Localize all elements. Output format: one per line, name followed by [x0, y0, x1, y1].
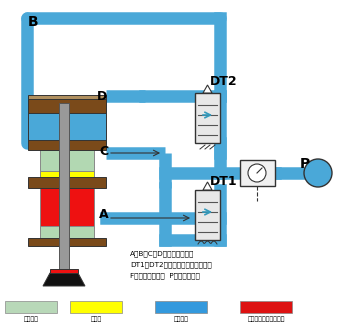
Bar: [70, 301, 122, 313]
Bar: [5, 301, 57, 313]
Text: 压缩空气: 压缩空气: [174, 316, 189, 321]
Text: 排气状态: 排气状态: [23, 316, 38, 321]
Text: DT2: DT2: [210, 75, 238, 88]
Text: 液压油被排压产生高压: 液压油被排压产生高压: [247, 316, 285, 321]
Text: DT1: DT1: [210, 175, 238, 188]
Bar: [28, 99, 106, 143]
Bar: [40, 171, 94, 180]
Text: B: B: [28, 15, 38, 29]
Polygon shape: [43, 273, 85, 286]
Bar: [40, 226, 94, 243]
Text: DT1、DT2为电源阀（动作控制阀）: DT1、DT2为电源阀（动作控制阀）: [130, 261, 212, 268]
Polygon shape: [203, 182, 212, 190]
Bar: [240, 160, 275, 186]
Bar: [28, 177, 106, 188]
Bar: [28, 238, 106, 246]
Text: P: P: [300, 157, 310, 171]
Circle shape: [248, 164, 266, 182]
Bar: [28, 99, 106, 113]
Circle shape: [304, 159, 332, 187]
Text: 液压油: 液压油: [90, 316, 101, 321]
Bar: [240, 301, 292, 313]
Polygon shape: [203, 85, 212, 93]
Bar: [59, 103, 69, 273]
Text: F为空气过滤装置  P为压缩空气源: F为空气过滤装置 P为压缩空气源: [130, 272, 200, 278]
Text: A、B、C、D为增压缸接气口: A、B、C、D为增压缸接气口: [130, 250, 194, 256]
Bar: [155, 301, 207, 313]
Bar: [195, 190, 220, 240]
Bar: [195, 93, 220, 143]
Text: C: C: [99, 145, 108, 158]
Bar: [50, 269, 78, 273]
Text: A: A: [99, 208, 108, 221]
Bar: [40, 147, 94, 173]
Bar: [40, 186, 94, 228]
Bar: [28, 95, 106, 99]
Bar: [28, 140, 106, 150]
Text: D: D: [97, 90, 107, 103]
